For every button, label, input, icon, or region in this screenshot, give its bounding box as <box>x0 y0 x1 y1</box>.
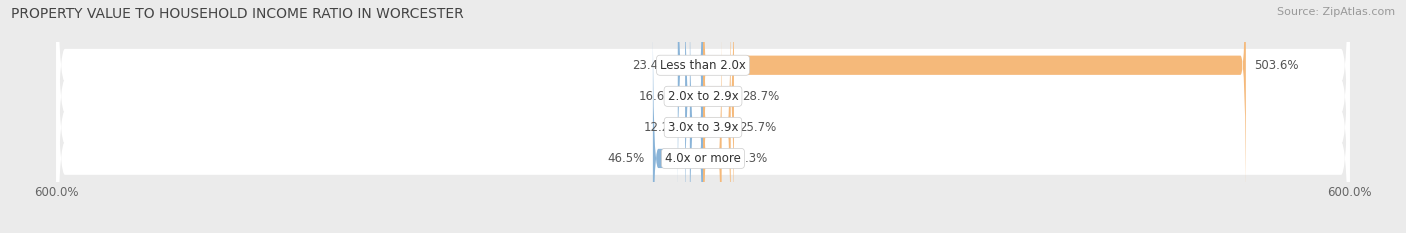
Text: 4.0x or more: 4.0x or more <box>665 152 741 165</box>
Text: PROPERTY VALUE TO HOUSEHOLD INCOME RATIO IN WORCESTER: PROPERTY VALUE TO HOUSEHOLD INCOME RATIO… <box>11 7 464 21</box>
Text: 503.6%: 503.6% <box>1254 59 1299 72</box>
FancyBboxPatch shape <box>652 13 703 233</box>
Text: 28.7%: 28.7% <box>742 90 780 103</box>
FancyBboxPatch shape <box>703 13 721 233</box>
FancyBboxPatch shape <box>685 0 703 233</box>
Text: 2.0x to 2.9x: 2.0x to 2.9x <box>668 90 738 103</box>
Text: Source: ZipAtlas.com: Source: ZipAtlas.com <box>1277 7 1395 17</box>
FancyBboxPatch shape <box>690 0 703 233</box>
FancyBboxPatch shape <box>56 0 1350 233</box>
FancyBboxPatch shape <box>703 0 1246 211</box>
Text: 25.7%: 25.7% <box>740 121 776 134</box>
Text: 46.5%: 46.5% <box>607 152 644 165</box>
Text: 16.6%: 16.6% <box>640 90 676 103</box>
Text: 12.2%: 12.2% <box>644 121 682 134</box>
FancyBboxPatch shape <box>56 0 1350 233</box>
FancyBboxPatch shape <box>56 0 1350 233</box>
FancyBboxPatch shape <box>703 0 734 233</box>
Text: Less than 2.0x: Less than 2.0x <box>659 59 747 72</box>
FancyBboxPatch shape <box>56 0 1350 233</box>
FancyBboxPatch shape <box>703 0 731 233</box>
Text: 17.3%: 17.3% <box>730 152 768 165</box>
Text: 3.0x to 3.9x: 3.0x to 3.9x <box>668 121 738 134</box>
Text: 23.4%: 23.4% <box>631 59 669 72</box>
FancyBboxPatch shape <box>678 0 703 211</box>
